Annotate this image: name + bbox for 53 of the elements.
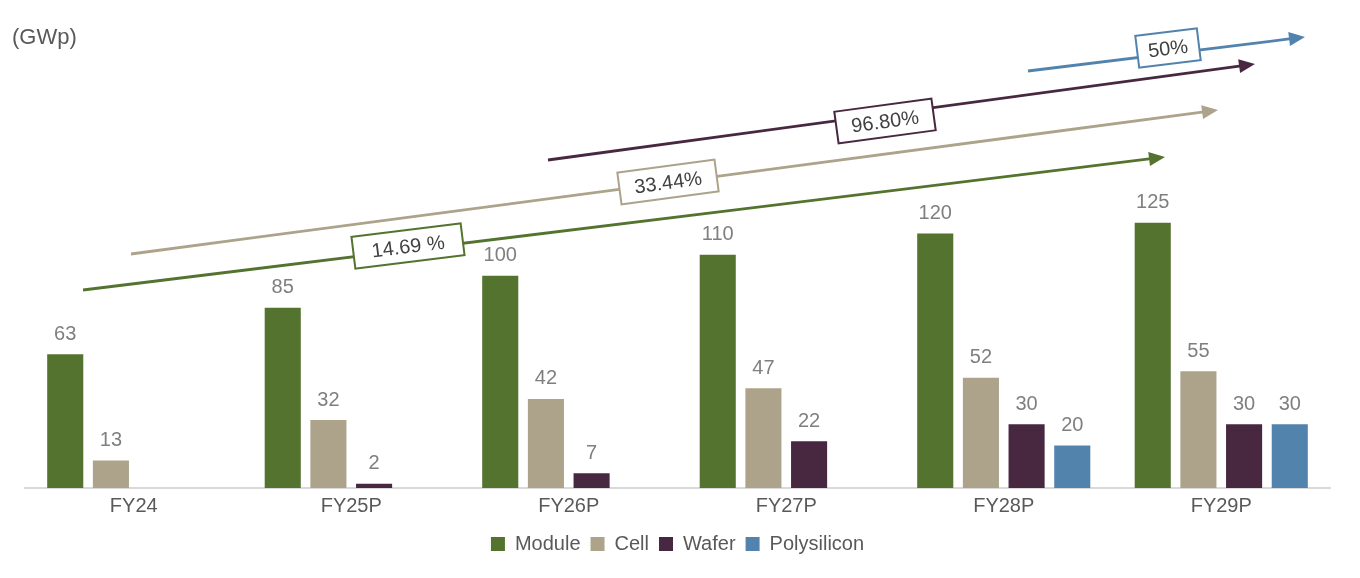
data-label: 47	[752, 355, 775, 378]
data-label: 52	[969, 345, 993, 368]
bar	[1008, 424, 1045, 488]
x-tick-label: FY25P	[320, 493, 382, 516]
bar	[356, 483, 393, 488]
bar	[917, 233, 954, 488]
data-label: 2	[368, 451, 380, 474]
text: 33.44%	[632, 166, 704, 198]
bar	[47, 354, 84, 488]
data-label: 85	[271, 275, 294, 298]
annotation: 14.69 %	[370, 230, 446, 262]
bar	[310, 420, 347, 488]
bar	[962, 377, 999, 488]
bar	[1054, 445, 1091, 488]
data-label: 55	[1187, 338, 1210, 361]
legend-label: Wafer	[682, 531, 736, 554]
x-tick-label: FY28P	[973, 493, 1035, 516]
data-label: 30	[1232, 391, 1256, 414]
data-label: 42	[534, 366, 558, 389]
bar	[527, 398, 564, 488]
data-label: 22	[797, 408, 821, 431]
x-tick-label: FY26P	[538, 493, 600, 516]
bar	[699, 254, 736, 488]
bar	[791, 441, 828, 488]
text: 50%	[1146, 34, 1190, 62]
legend-label: Polysilicon	[769, 531, 865, 554]
bar	[92, 460, 129, 488]
text: (GWp)	[12, 24, 77, 50]
bar	[264, 307, 301, 488]
bar	[1226, 424, 1263, 488]
data-label: 7	[586, 440, 598, 463]
data-label: 20	[1061, 413, 1084, 436]
data-label: 120	[918, 200, 952, 223]
data-label: 32	[317, 387, 340, 410]
data-label: 30	[1278, 391, 1301, 414]
bar	[745, 388, 782, 488]
bar	[1134, 222, 1171, 488]
data-label: 100	[483, 243, 517, 266]
x-tick-label: FY27P	[755, 493, 817, 516]
legend-label: Module	[514, 531, 581, 554]
bar	[1271, 424, 1308, 488]
text: 96.80%	[849, 105, 921, 137]
bar	[1180, 371, 1217, 488]
data-label: 125	[1136, 190, 1170, 213]
data-label: 13	[99, 427, 123, 450]
data-label: 110	[701, 222, 734, 245]
bar	[482, 275, 519, 488]
data-label: 30	[1015, 391, 1038, 414]
legend-label: Cell	[614, 531, 649, 554]
data-label: 63	[54, 321, 77, 344]
bar	[573, 473, 610, 488]
x-tick-label: FY29P	[1190, 493, 1252, 516]
x-tick-label: FY24	[109, 493, 158, 516]
